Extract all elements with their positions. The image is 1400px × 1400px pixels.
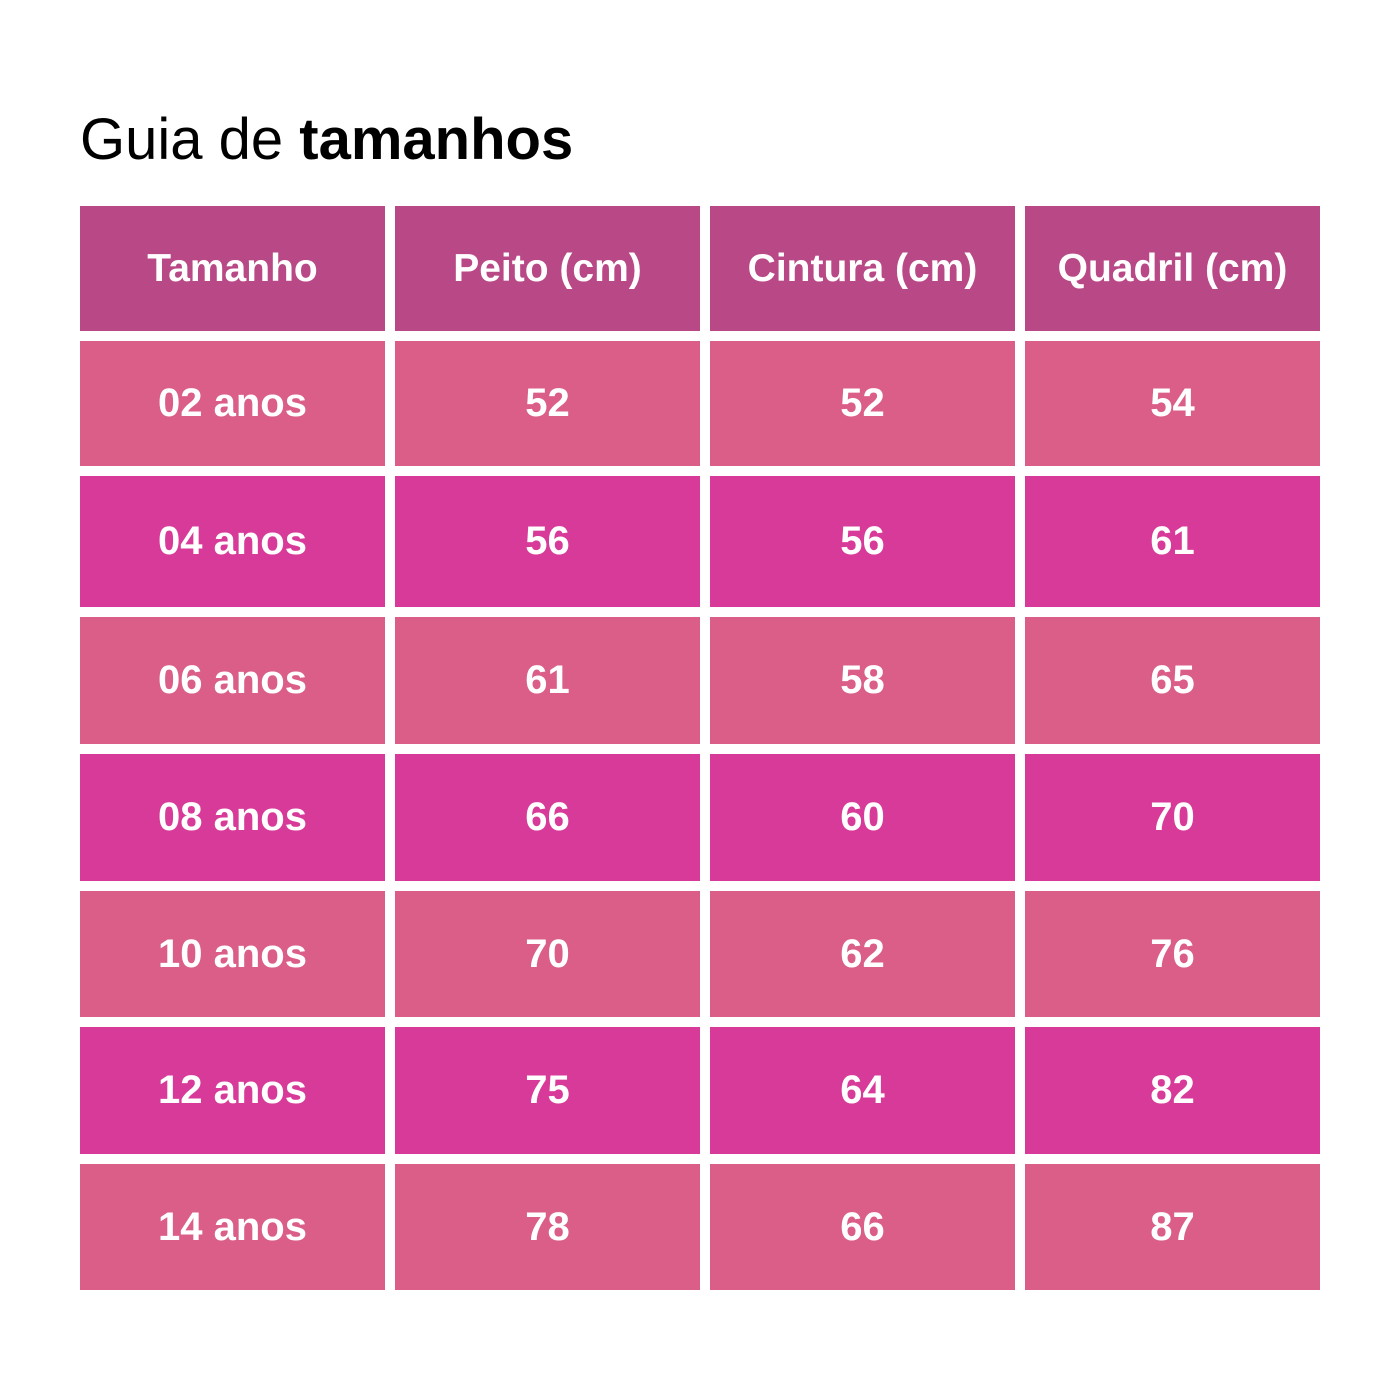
- peito-cell: 75: [395, 1027, 700, 1154]
- cintura-cell: 56: [710, 476, 1015, 607]
- peito-cell: 70: [395, 891, 700, 1017]
- header-cintura: Cintura (cm): [710, 206, 1015, 331]
- size-cell: 06 anos: [80, 617, 385, 744]
- peito-cell: 52: [395, 341, 700, 466]
- peito-cell: 61: [395, 617, 700, 744]
- quadril-cell: 76: [1025, 891, 1320, 1017]
- quadril-cell: 54: [1025, 341, 1320, 466]
- size-cell: 08 anos: [80, 754, 385, 881]
- size-cell: 04 anos: [80, 476, 385, 607]
- quadril-cell: 87: [1025, 1164, 1320, 1290]
- cintura-cell: 52: [710, 341, 1015, 466]
- cintura-cell: 58: [710, 617, 1015, 744]
- cintura-cell: 62: [710, 891, 1015, 1017]
- size-cell: 14 anos: [80, 1164, 385, 1290]
- header-peito: Peito (cm): [395, 206, 700, 331]
- title-regular: Guia de: [80, 107, 300, 172]
- quadril-cell: 61: [1025, 476, 1320, 607]
- size-cell: 10 anos: [80, 891, 385, 1017]
- size-table: Tamanho Peito (cm) Cintura (cm) Quadril …: [80, 206, 1320, 1290]
- cintura-cell: 66: [710, 1164, 1015, 1290]
- header-tamanho: Tamanho: [80, 206, 385, 331]
- size-cell: 02 anos: [80, 341, 385, 466]
- header-quadril: Quadril (cm): [1025, 206, 1320, 331]
- quadril-cell: 65: [1025, 617, 1320, 744]
- peito-cell: 66: [395, 754, 700, 881]
- quadril-cell: 82: [1025, 1027, 1320, 1154]
- cintura-cell: 60: [710, 754, 1015, 881]
- peito-cell: 56: [395, 476, 700, 607]
- cintura-cell: 64: [710, 1027, 1015, 1154]
- quadril-cell: 70: [1025, 754, 1320, 881]
- size-cell: 12 anos: [80, 1027, 385, 1154]
- title-bold: tamanhos: [299, 107, 574, 172]
- peito-cell: 78: [395, 1164, 700, 1290]
- page-title: Guia de tamanhos: [80, 100, 573, 180]
